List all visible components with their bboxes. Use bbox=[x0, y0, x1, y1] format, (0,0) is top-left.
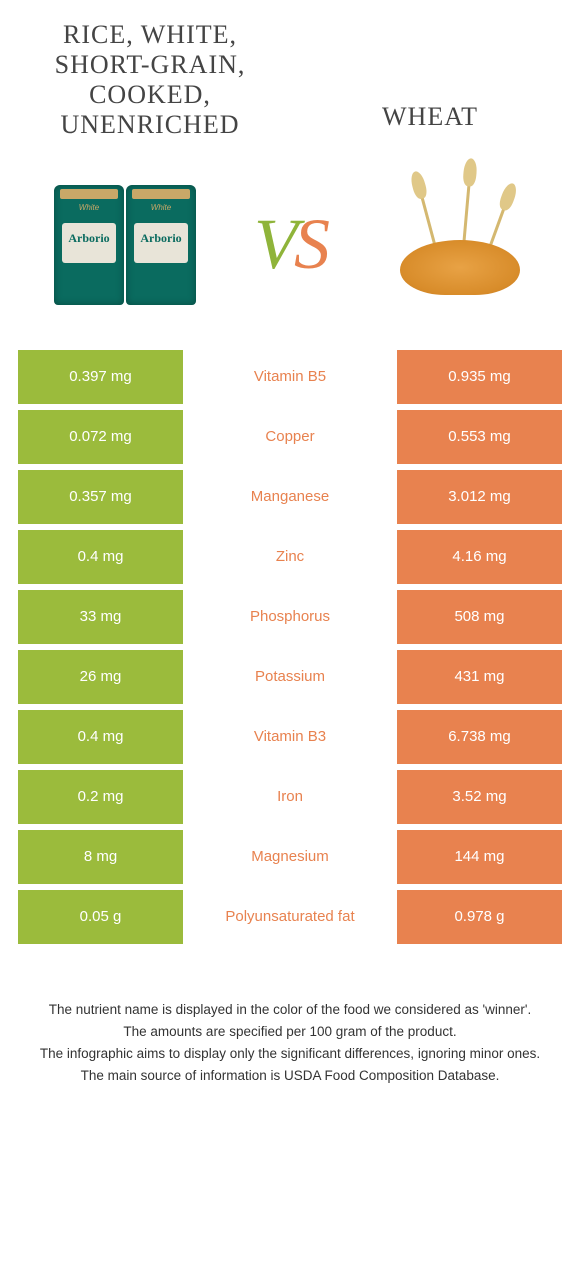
product-image-right bbox=[375, 170, 535, 320]
value-right: 3.012 mg bbox=[397, 470, 562, 524]
title-right: WHEAT bbox=[340, 102, 520, 140]
footnote-line: The infographic aims to display only the… bbox=[20, 1044, 560, 1064]
value-left: 0.4 mg bbox=[18, 710, 183, 764]
value-left: 0.2 mg bbox=[18, 770, 183, 824]
table-row: 8 mgMagnesium144 mg bbox=[18, 830, 562, 884]
table-row: 0.4 mgVitamin B36.738 mg bbox=[18, 710, 562, 764]
value-right: 3.52 mg bbox=[397, 770, 562, 824]
nutrient-name: Phosphorus bbox=[183, 590, 397, 644]
vs-label: VS bbox=[254, 203, 326, 286]
table-row: 0.357 mgManganese3.012 mg bbox=[18, 470, 562, 524]
nutrient-name: Potassium bbox=[183, 650, 397, 704]
footnote-line: The main source of information is USDA F… bbox=[20, 1066, 560, 1086]
table-row: 26 mgPotassium431 mg bbox=[18, 650, 562, 704]
table-row: 0.2 mgIron3.52 mg bbox=[18, 770, 562, 824]
vs-v: V bbox=[254, 204, 294, 284]
nutrient-name: Iron bbox=[183, 770, 397, 824]
value-left: 0.072 mg bbox=[18, 410, 183, 464]
value-left: 8 mg bbox=[18, 830, 183, 884]
value-right: 0.978 g bbox=[397, 890, 562, 944]
nutrient-name: Vitamin B5 bbox=[183, 350, 397, 404]
value-right: 144 mg bbox=[397, 830, 562, 884]
nutrient-name: Vitamin B3 bbox=[183, 710, 397, 764]
product-image-left: White White bbox=[45, 170, 205, 320]
value-left: 26 mg bbox=[18, 650, 183, 704]
wheat-icon bbox=[380, 185, 530, 305]
nutrient-table: 0.397 mgVitamin B50.935 mg 0.072 mgCopper… bbox=[0, 350, 580, 944]
table-row: 33 mgPhosphorus508 mg bbox=[18, 590, 562, 644]
value-left: 0.397 mg bbox=[18, 350, 183, 404]
footnote-line: The nutrient name is displayed in the co… bbox=[20, 1000, 560, 1020]
title-left: RICE, WHITE, SHORT-GRAIN, COOKED, UNENRI… bbox=[40, 20, 260, 140]
nutrient-name: Copper bbox=[183, 410, 397, 464]
value-right: 0.553 mg bbox=[397, 410, 562, 464]
rice-bags-icon: White White bbox=[54, 185, 196, 305]
nutrient-name: Polyunsaturated fat bbox=[183, 890, 397, 944]
value-left: 0.05 g bbox=[18, 890, 183, 944]
table-row: 0.4 mgZinc4.16 mg bbox=[18, 530, 562, 584]
nutrient-name: Magnesium bbox=[183, 830, 397, 884]
value-left: 0.357 mg bbox=[18, 470, 183, 524]
table-row: 0.072 mgCopper0.553 mg bbox=[18, 410, 562, 464]
nutrient-name: Zinc bbox=[183, 530, 397, 584]
footnotes: The nutrient name is displayed in the co… bbox=[0, 950, 580, 1087]
footnote-line: The amounts are specified per 100 gram o… bbox=[20, 1022, 560, 1042]
images-row: White White VS bbox=[0, 150, 580, 350]
table-row: 0.05 gPolyunsaturated fat0.978 g bbox=[18, 890, 562, 944]
value-right: 4.16 mg bbox=[397, 530, 562, 584]
value-left: 33 mg bbox=[18, 590, 183, 644]
value-left: 0.4 mg bbox=[18, 530, 183, 584]
table-row: 0.397 mgVitamin B50.935 mg bbox=[18, 350, 562, 404]
nutrient-name: Manganese bbox=[183, 470, 397, 524]
value-right: 0.935 mg bbox=[397, 350, 562, 404]
value-right: 431 mg bbox=[397, 650, 562, 704]
header: RICE, WHITE, SHORT-GRAIN, COOKED, UNENRI… bbox=[0, 0, 580, 150]
value-right: 6.738 mg bbox=[397, 710, 562, 764]
vs-s: S bbox=[294, 204, 326, 284]
value-right: 508 mg bbox=[397, 590, 562, 644]
